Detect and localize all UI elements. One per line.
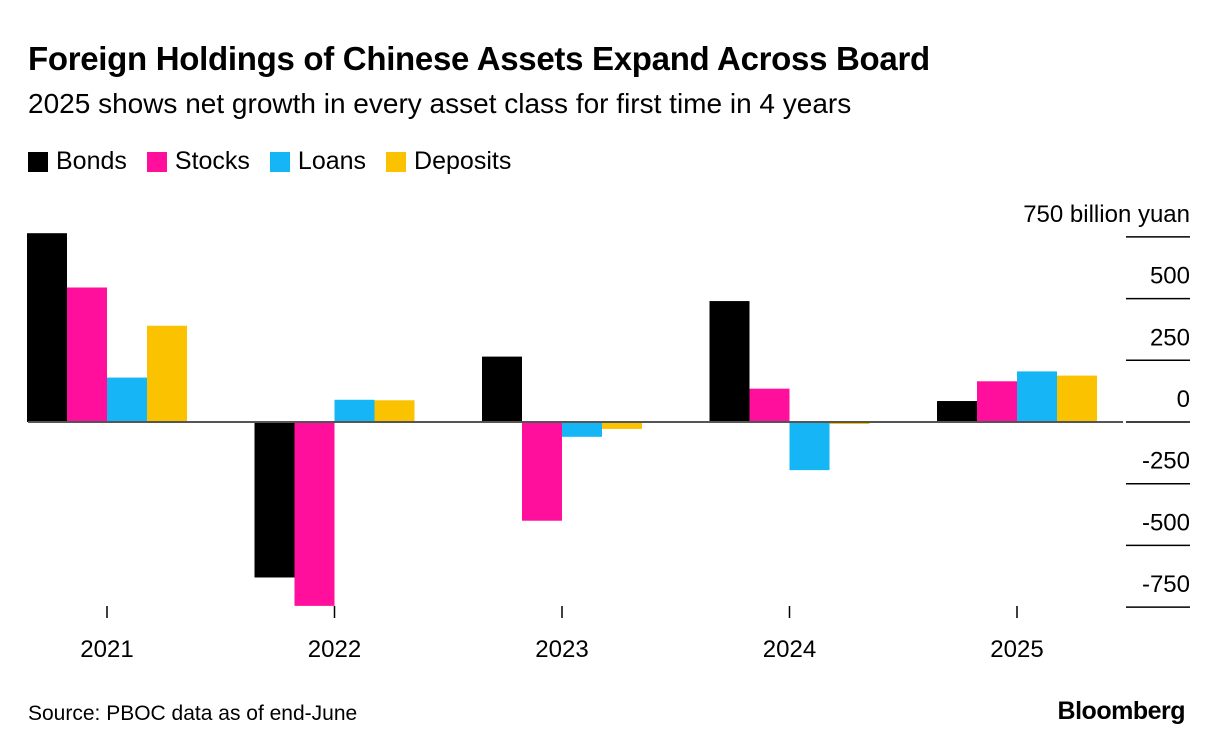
y-tick-label-0: 0 (1177, 386, 1190, 413)
legend: Bonds Stocks Loans Deposits (28, 147, 531, 176)
legend-swatch-bonds (28, 151, 48, 172)
legend-label-bonds: Bonds (56, 147, 127, 175)
legend-swatch-deposits (386, 151, 407, 172)
bar-stocks-2021 (67, 287, 107, 422)
legend-label-deposits: Deposits (414, 147, 512, 175)
legend-label-loans: Loans (297, 147, 367, 175)
bar-stocks-2024 (749, 388, 790, 422)
x-tick-label-2022: 2022 (308, 636, 361, 663)
y-tick-label-750: 750 billion yuan (1023, 201, 1190, 228)
legend-item-stocks: Stocks (146, 147, 250, 176)
x-tick-label-2021: 2021 (80, 636, 133, 663)
bar-stocks-2023 (522, 422, 562, 521)
y-tick-label-250: 250 (1150, 324, 1190, 351)
bar-bonds-2024 (709, 301, 750, 422)
chart-subtitle: 2025 shows net growth in every asset cla… (28, 88, 852, 119)
bar-bonds-2022 (254, 422, 295, 578)
bar-bonds-2021 (27, 233, 67, 422)
bar-loans-2025 (1017, 371, 1057, 422)
bar-bonds-2025 (937, 401, 977, 422)
x-tick-label-2025: 2025 (990, 636, 1043, 663)
bar-loans-2024 (789, 422, 830, 471)
bar-loans-2022 (334, 399, 375, 422)
bar-deposits-2023 (602, 422, 642, 429)
bar-bonds-2023 (482, 356, 522, 422)
bar-loans-2021 (107, 377, 147, 422)
bar-deposits-2025 (1057, 375, 1097, 422)
bar-chart: 750 billion yuan 500 250 0 -250 -500 -750 2021 2… (27, 201, 1190, 663)
chart-title: Foreign Holdings of Chinese Assets Expan… (28, 40, 930, 77)
legend-label-stocks: Stocks (174, 147, 250, 175)
legend-item-bonds: Bonds (28, 147, 127, 176)
legend-item-deposits: Deposits (386, 147, 511, 176)
bloomberg-logo: Bloomberg (1057, 697, 1186, 725)
legend-swatch-stocks (146, 151, 167, 172)
x-tick-label-2023: 2023 (535, 636, 588, 663)
source-note: Source: PBOC data as of end-June (28, 702, 358, 725)
bar-stocks-2022 (294, 422, 335, 606)
y-tick-label--500: -500 (1142, 509, 1190, 536)
legend-swatch-loans (269, 151, 290, 172)
bar-stocks-2025 (977, 381, 1017, 422)
legend-item-loans: Loans (269, 147, 367, 176)
y-tick-label--250: -250 (1142, 448, 1190, 475)
y-tick-label-500: 500 (1150, 263, 1190, 290)
y-tick-label--750: -750 (1142, 571, 1190, 598)
x-tick-label-2024: 2024 (763, 636, 816, 663)
bar-deposits-2021 (147, 325, 187, 422)
bar-deposits-2022 (374, 400, 415, 422)
bar-loans-2023 (562, 422, 602, 437)
